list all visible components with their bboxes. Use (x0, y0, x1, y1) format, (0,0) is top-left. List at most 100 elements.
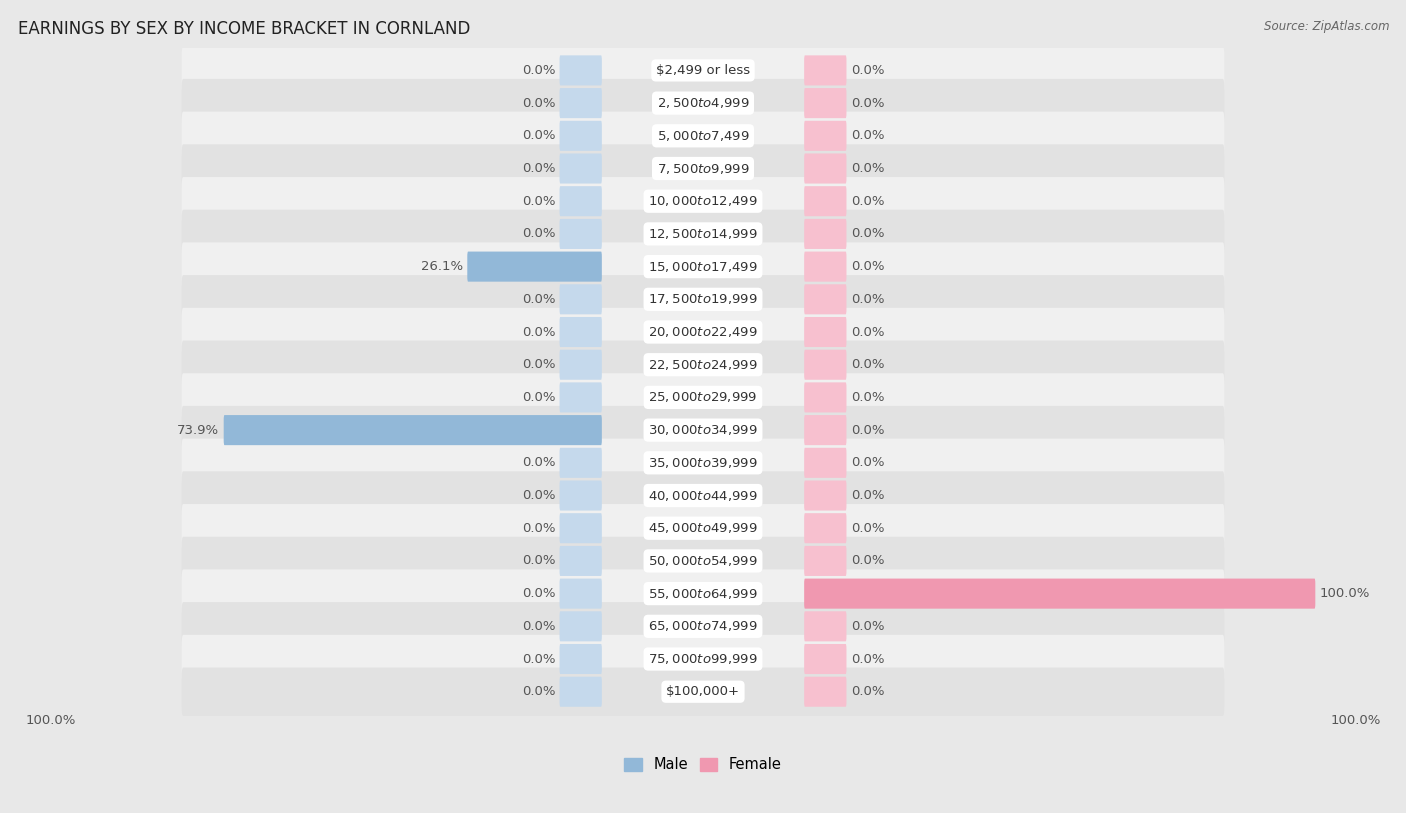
Text: $7,500 to $9,999: $7,500 to $9,999 (657, 162, 749, 176)
FancyBboxPatch shape (804, 611, 846, 641)
FancyBboxPatch shape (181, 275, 1225, 324)
Text: 0.0%: 0.0% (522, 489, 555, 502)
FancyBboxPatch shape (560, 480, 602, 511)
Text: $2,500 to $4,999: $2,500 to $4,999 (657, 96, 749, 110)
Text: $20,000 to $22,499: $20,000 to $22,499 (648, 325, 758, 339)
FancyBboxPatch shape (181, 439, 1225, 487)
FancyBboxPatch shape (181, 537, 1225, 585)
FancyBboxPatch shape (560, 219, 602, 249)
Text: $25,000 to $29,999: $25,000 to $29,999 (648, 390, 758, 404)
Text: 0.0%: 0.0% (522, 653, 555, 666)
Text: 0.0%: 0.0% (851, 391, 884, 404)
FancyBboxPatch shape (804, 480, 846, 511)
Text: 0.0%: 0.0% (522, 325, 555, 338)
FancyBboxPatch shape (560, 154, 602, 184)
Text: 0.0%: 0.0% (522, 97, 555, 110)
FancyBboxPatch shape (804, 88, 846, 118)
FancyBboxPatch shape (560, 382, 602, 412)
FancyBboxPatch shape (181, 406, 1225, 454)
FancyBboxPatch shape (560, 186, 602, 216)
Text: 0.0%: 0.0% (851, 325, 884, 338)
Text: 0.0%: 0.0% (851, 64, 884, 77)
Text: $2,499 or less: $2,499 or less (657, 64, 749, 77)
FancyBboxPatch shape (804, 186, 846, 216)
Text: $10,000 to $12,499: $10,000 to $12,499 (648, 194, 758, 208)
Text: 100.0%: 100.0% (1320, 587, 1369, 600)
Text: $50,000 to $54,999: $50,000 to $54,999 (648, 554, 758, 568)
FancyBboxPatch shape (560, 285, 602, 315)
FancyBboxPatch shape (560, 644, 602, 674)
FancyBboxPatch shape (181, 111, 1225, 160)
FancyBboxPatch shape (181, 667, 1225, 716)
FancyBboxPatch shape (560, 88, 602, 118)
Text: 0.0%: 0.0% (522, 587, 555, 600)
FancyBboxPatch shape (181, 79, 1225, 128)
FancyBboxPatch shape (181, 472, 1225, 520)
FancyBboxPatch shape (804, 513, 846, 543)
FancyBboxPatch shape (181, 308, 1225, 356)
Text: 0.0%: 0.0% (851, 359, 884, 372)
Text: 0.0%: 0.0% (522, 64, 555, 77)
Text: $17,500 to $19,999: $17,500 to $19,999 (648, 293, 758, 307)
FancyBboxPatch shape (560, 546, 602, 576)
FancyBboxPatch shape (804, 317, 846, 347)
Text: 0.0%: 0.0% (522, 620, 555, 633)
Legend: Male, Female: Male, Female (619, 751, 787, 778)
Text: 0.0%: 0.0% (851, 653, 884, 666)
Text: 0.0%: 0.0% (851, 685, 884, 698)
Text: 0.0%: 0.0% (851, 293, 884, 306)
Text: $45,000 to $49,999: $45,000 to $49,999 (648, 521, 758, 535)
Text: 0.0%: 0.0% (522, 228, 555, 241)
Text: 0.0%: 0.0% (851, 97, 884, 110)
FancyBboxPatch shape (181, 569, 1225, 618)
Text: 0.0%: 0.0% (522, 129, 555, 142)
Text: 0.0%: 0.0% (851, 620, 884, 633)
Text: $5,000 to $7,499: $5,000 to $7,499 (657, 128, 749, 143)
Text: $15,000 to $17,499: $15,000 to $17,499 (648, 259, 758, 274)
FancyBboxPatch shape (181, 602, 1225, 650)
Text: 0.0%: 0.0% (522, 391, 555, 404)
Text: 0.0%: 0.0% (851, 456, 884, 469)
FancyBboxPatch shape (804, 55, 846, 85)
Text: $30,000 to $34,999: $30,000 to $34,999 (648, 423, 758, 437)
FancyBboxPatch shape (804, 644, 846, 674)
Text: 0.0%: 0.0% (522, 162, 555, 175)
FancyBboxPatch shape (181, 177, 1225, 225)
Text: Source: ZipAtlas.com: Source: ZipAtlas.com (1264, 20, 1389, 33)
Text: 0.0%: 0.0% (851, 424, 884, 437)
Text: 0.0%: 0.0% (522, 359, 555, 372)
FancyBboxPatch shape (804, 382, 846, 412)
FancyBboxPatch shape (804, 285, 846, 315)
Text: $65,000 to $74,999: $65,000 to $74,999 (648, 620, 758, 633)
FancyBboxPatch shape (560, 579, 602, 609)
Text: $40,000 to $44,999: $40,000 to $44,999 (648, 489, 758, 502)
FancyBboxPatch shape (804, 154, 846, 184)
FancyBboxPatch shape (560, 55, 602, 85)
Text: 0.0%: 0.0% (851, 162, 884, 175)
FancyBboxPatch shape (181, 635, 1225, 683)
Text: 100.0%: 100.0% (25, 714, 76, 727)
Text: 0.0%: 0.0% (522, 685, 555, 698)
FancyBboxPatch shape (560, 513, 602, 543)
Text: 0.0%: 0.0% (851, 522, 884, 535)
FancyBboxPatch shape (224, 415, 602, 446)
FancyBboxPatch shape (804, 121, 846, 151)
FancyBboxPatch shape (804, 676, 846, 706)
Text: $55,000 to $64,999: $55,000 to $64,999 (648, 587, 758, 601)
Text: 0.0%: 0.0% (851, 228, 884, 241)
FancyBboxPatch shape (804, 579, 1316, 609)
FancyBboxPatch shape (804, 448, 846, 478)
FancyBboxPatch shape (181, 504, 1225, 552)
Text: 0.0%: 0.0% (851, 554, 884, 567)
FancyBboxPatch shape (181, 373, 1225, 422)
Text: 0.0%: 0.0% (851, 489, 884, 502)
FancyBboxPatch shape (181, 46, 1225, 94)
Text: $12,500 to $14,999: $12,500 to $14,999 (648, 227, 758, 241)
Text: 0.0%: 0.0% (522, 194, 555, 207)
FancyBboxPatch shape (181, 145, 1225, 193)
FancyBboxPatch shape (560, 317, 602, 347)
FancyBboxPatch shape (804, 251, 846, 281)
Text: 0.0%: 0.0% (851, 260, 884, 273)
FancyBboxPatch shape (467, 251, 602, 281)
FancyBboxPatch shape (560, 121, 602, 151)
